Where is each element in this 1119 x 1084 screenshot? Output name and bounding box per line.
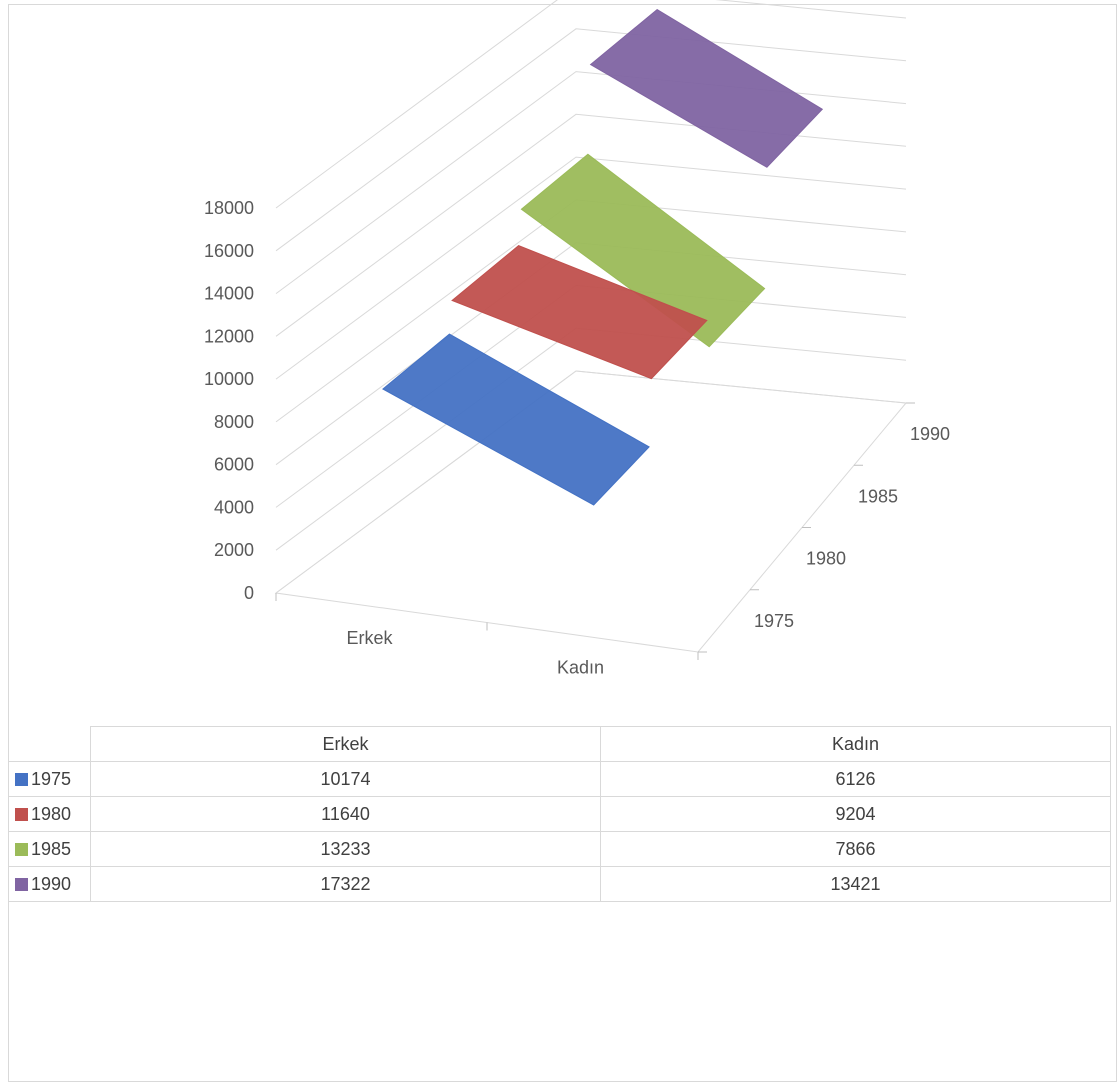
chart-walls (274, 370, 907, 653)
table-corner (8, 726, 91, 762)
depth-tick-label: 1985 (858, 486, 898, 506)
y-tick-label: 0 (244, 583, 254, 603)
y-tick-label: 14000 (204, 284, 254, 304)
depth-tick-label: 1975 (754, 611, 794, 631)
table-cell: 7866 (600, 831, 1111, 867)
table-cell: 6126 (600, 761, 1111, 797)
series-ribbon-1980 (451, 245, 708, 380)
legend-swatch (15, 877, 28, 891)
data-table: Erkek Kadın 1975 10174 6126 1980 11640 9… (8, 726, 1111, 902)
gridline (275, 0, 907, 209)
x-tick-label: Erkek (346, 628, 393, 648)
depth-tick-label: 1980 (806, 549, 846, 569)
floor-edge (274, 370, 907, 653)
y-tick-label: 6000 (214, 455, 254, 475)
table-cell: 13421 (600, 866, 1111, 902)
y-tick-label: 10000 (204, 369, 254, 389)
legend-label: 1990 (31, 873, 72, 894)
y-tick-label: 2000 (214, 540, 254, 560)
series-ribbon-1985 (520, 153, 766, 348)
gridline (275, 156, 907, 380)
table-row: 1975 10174 6126 (8, 761, 1111, 797)
legend-label: 1980 (31, 803, 72, 824)
legend-label: 1975 (31, 768, 72, 789)
table-cell: 11640 (90, 796, 601, 832)
chart-area (8, 4, 1117, 1082)
table-cell: 17322 (90, 866, 601, 902)
table-header-erkek: Erkek (90, 726, 601, 762)
table-cell: 10174 (90, 761, 601, 797)
legend-swatch (15, 807, 28, 821)
y-tick-label: 18000 (204, 198, 254, 218)
series-ribbon-1990 (589, 8, 824, 168)
x-tick-label: Kadın (557, 657, 604, 677)
gridline (275, 370, 907, 594)
depth-tick-label: 1990 (910, 424, 950, 444)
table-header-kadin: Kadın (600, 726, 1111, 762)
y-tick-label: 16000 (204, 241, 254, 261)
legend-key-1985: 1985 (8, 831, 91, 867)
table-row: 1980 11640 9204 (8, 796, 1111, 832)
legend-swatch (15, 772, 28, 786)
table-cell: 13233 (90, 831, 601, 867)
y-tick-label: 8000 (214, 412, 254, 432)
table-row: 1990 17322 13421 (8, 866, 1111, 902)
legend-swatch (15, 842, 28, 856)
x-axis: Erkek Kadın (275, 593, 699, 677)
legend-key-1975: 1975 (8, 761, 91, 797)
chart-plot: 0 2000 4000 6000 8000 10000 12000 14000 16000 180… (204, 0, 950, 677)
y-tick-label: 4000 (214, 497, 254, 517)
legend-key-1990: 1990 (8, 866, 91, 902)
y-tick-label: 12000 (204, 326, 254, 346)
legend-key-1980: 1980 (8, 796, 91, 832)
gridline (275, 28, 907, 252)
table-row: 1985 13233 7866 (8, 831, 1111, 867)
series-ribbons (382, 8, 824, 506)
table-header-row: Erkek Kadın (8, 726, 1111, 762)
legend-label: 1985 (31, 838, 72, 859)
series-ribbon-1975 (382, 333, 650, 506)
depth-axis: 1975 1980 1985 1990 (698, 402, 950, 653)
y-axis: 0 2000 4000 6000 8000 10000 12000 14000 16000 180… (204, 198, 254, 603)
table-cell: 9204 (600, 796, 1111, 832)
